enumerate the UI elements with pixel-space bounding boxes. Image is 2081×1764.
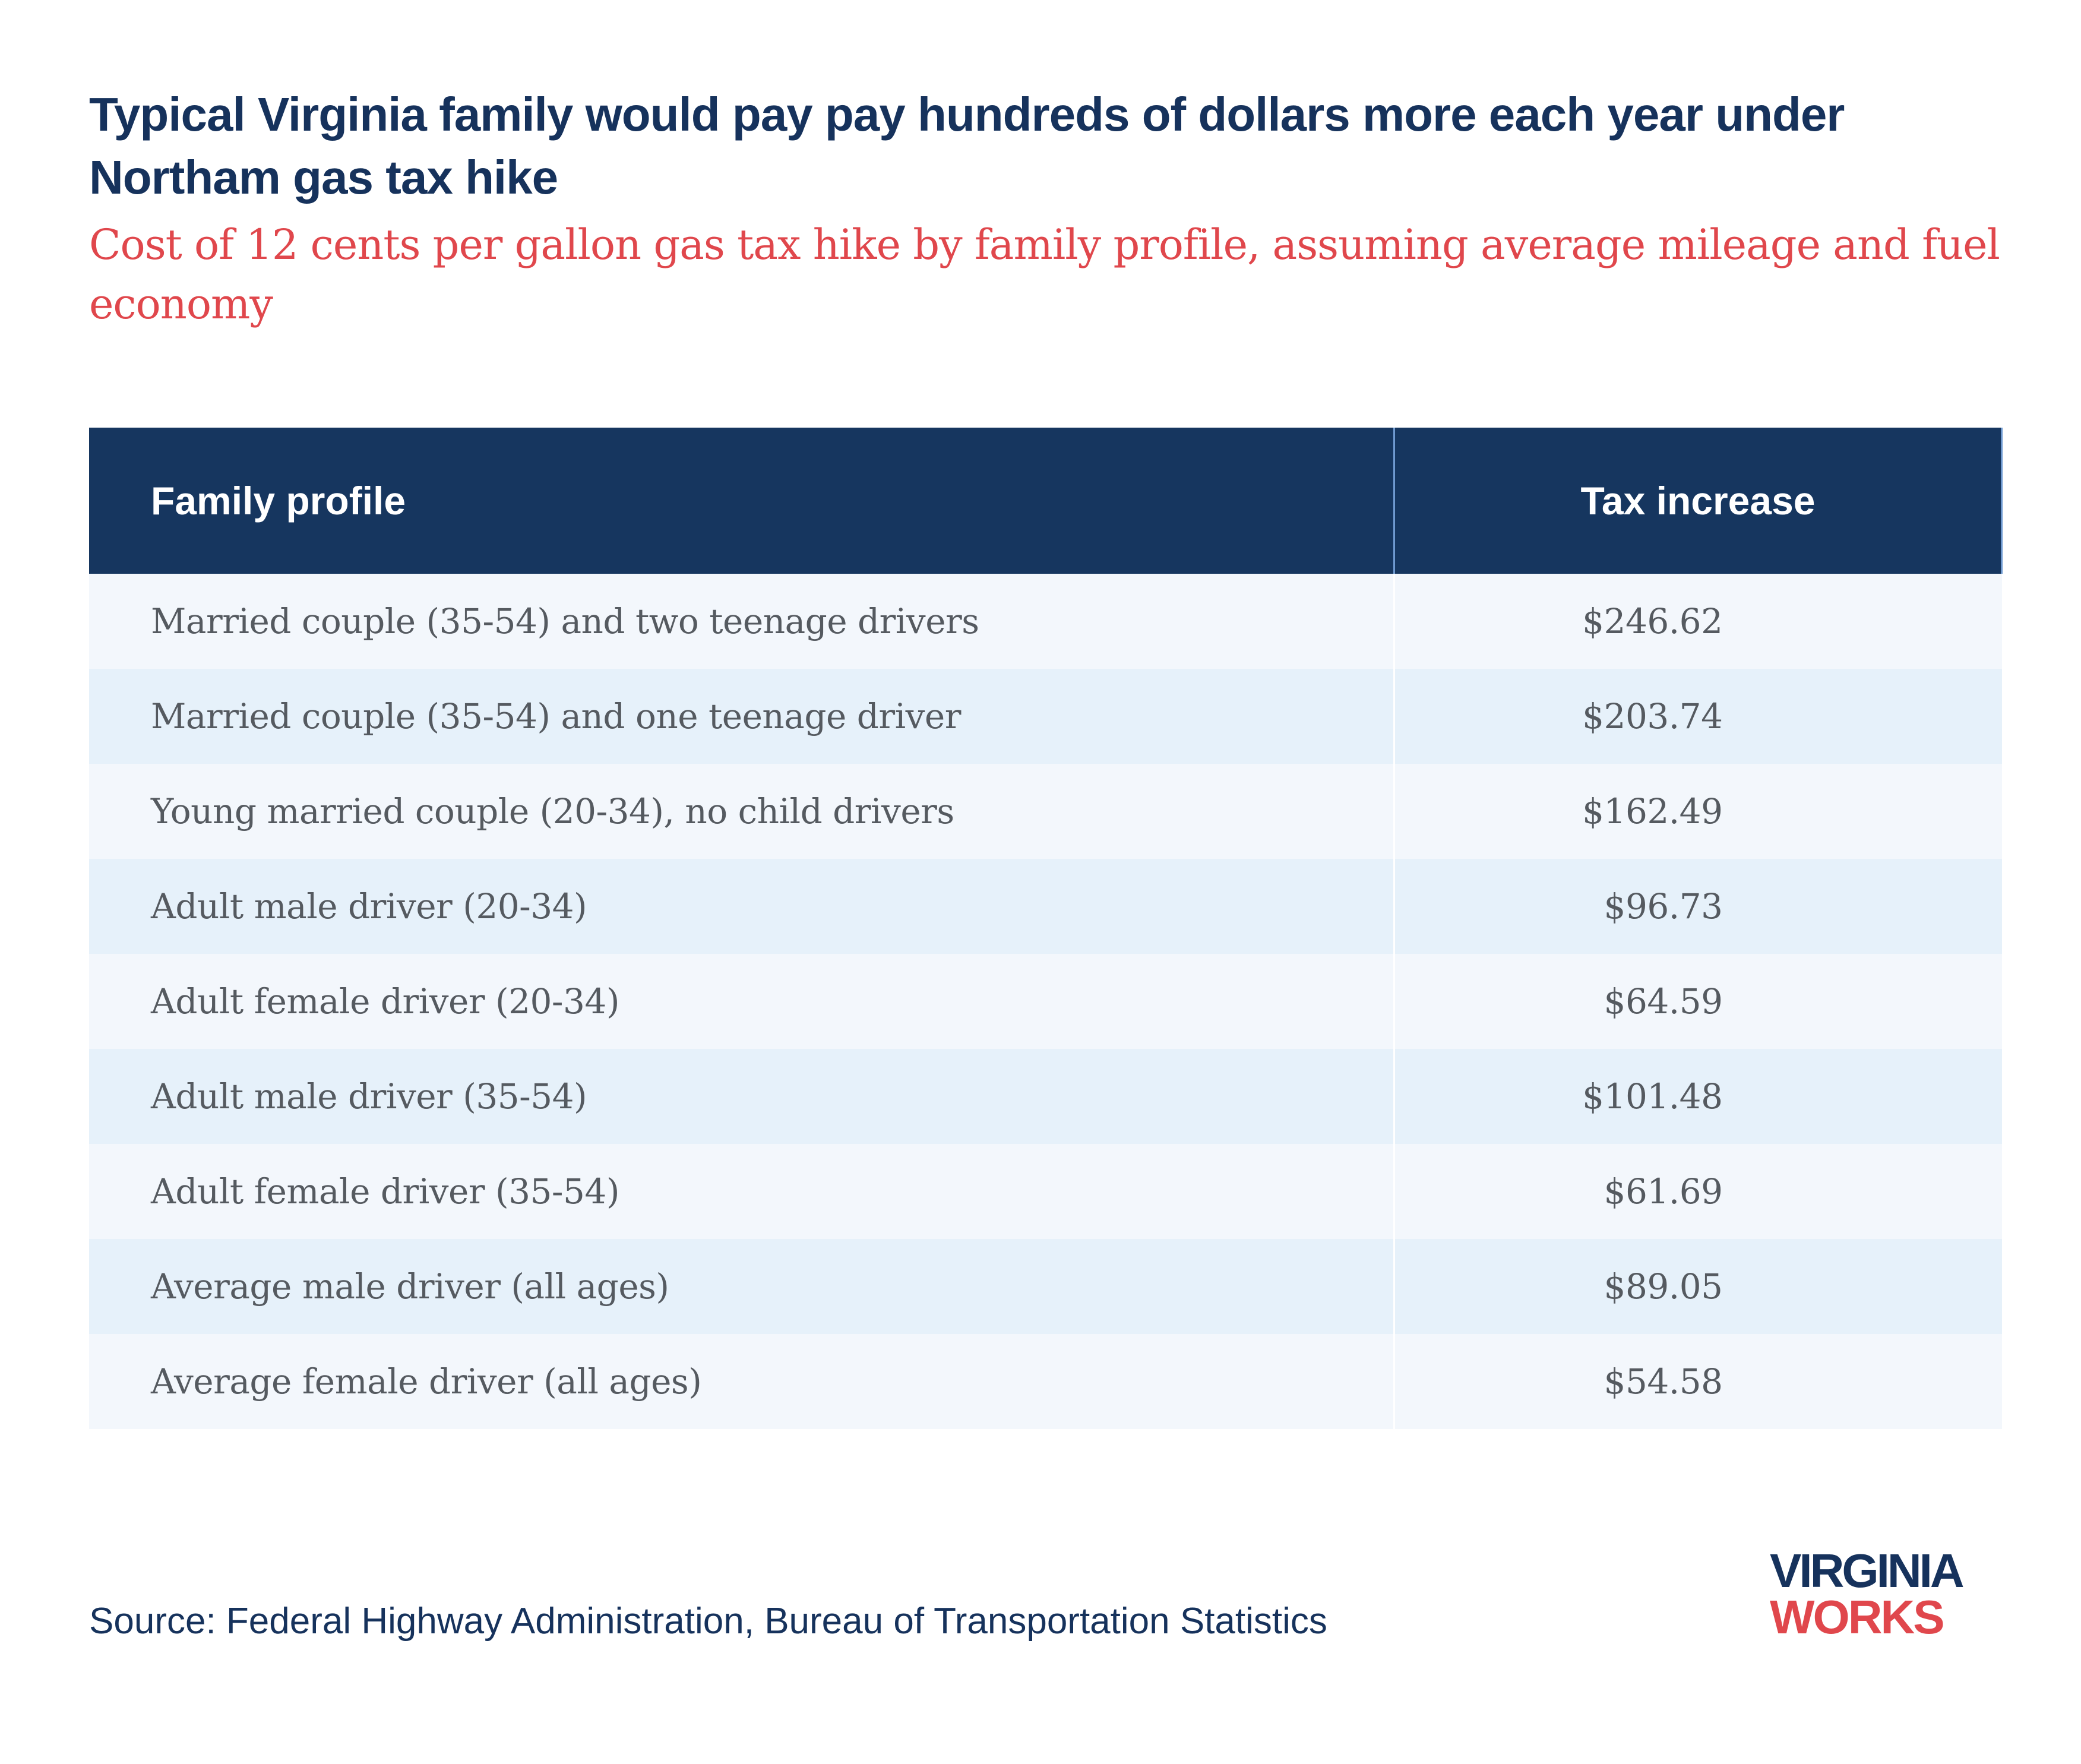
virginia-works-logo: VIRGINIA WORKS [1770, 1547, 2007, 1641]
cell-family-profile: Average male driver (all ages) [89, 1239, 1395, 1334]
cell-family-profile: Married couple (35-54) and one teenage d… [89, 669, 1395, 764]
cell-tax-increase: $203.74 [1582, 696, 1723, 736]
chart-title: Typical Virginia family would pay pay hu… [89, 88, 1845, 204]
table-row: Married couple (35-54) and two teenage d… [89, 574, 2002, 669]
table-row: Average male driver (all ages) $89.05 [89, 1239, 2002, 1334]
table-row: Average female driver (all ages) $54.58 [89, 1334, 2002, 1429]
cell-tax-increase: $101.48 [1582, 1076, 1723, 1117]
column-header-tax-increase: Tax increase [1394, 428, 2003, 574]
cell-tax-increase: $162.49 [1582, 791, 1723, 832]
table-row: Adult male driver (35-54) $101.48 [89, 1049, 2002, 1144]
logo-line-virginia: VIRGINIA [1770, 1544, 1965, 1597]
chart-subtitle: Cost of 12 cents per gallon gas tax hike… [89, 220, 2000, 328]
cell-family-profile: Young married couple (20-34), no child d… [89, 764, 1395, 859]
table-row: Married couple (35-54) and one teenage d… [89, 669, 2002, 764]
cell-family-profile: Adult female driver (35-54) [89, 1144, 1395, 1239]
data-table-container: Family profile Tax increase Married coup… [89, 428, 2003, 1429]
table-row: Adult female driver (20-34) $64.59 [89, 954, 2002, 1049]
table-row: Adult female driver (35-54) $61.69 [89, 1144, 2002, 1239]
cell-family-profile: Average female driver (all ages) [89, 1334, 1395, 1429]
source-note: Source: Federal Highway Administration, … [89, 1601, 1327, 1642]
cell-family-profile: Adult male driver (35-54) [89, 1049, 1395, 1144]
cell-tax-increase: $61.69 [1604, 1171, 1723, 1212]
cell-tax-increase: $246.62 [1582, 601, 1723, 641]
cell-family-profile: Adult male driver (20-34) [89, 859, 1395, 954]
cell-family-profile: Adult female driver (20-34) [89, 954, 1395, 1049]
logo-line-works: WORKS [1770, 1591, 1945, 1643]
cell-tax-increase: $54.58 [1604, 1361, 1723, 1402]
column-header-family-profile: Family profile [89, 428, 1395, 574]
cell-family-profile: Married couple (35-54) and two teenage d… [89, 574, 1395, 669]
table-row: Adult male driver (20-34) $96.73 [89, 859, 2002, 954]
cell-tax-increase: $89.05 [1604, 1266, 1723, 1307]
table-row: Young married couple (20-34), no child d… [89, 764, 2002, 859]
tax-increase-table: Family profile Tax increase Married coup… [89, 428, 2003, 1429]
table-header-row: Family profile Tax increase [89, 428, 2003, 574]
cell-tax-increase: $64.59 [1604, 981, 1723, 1022]
cell-tax-increase: $96.73 [1604, 886, 1723, 927]
